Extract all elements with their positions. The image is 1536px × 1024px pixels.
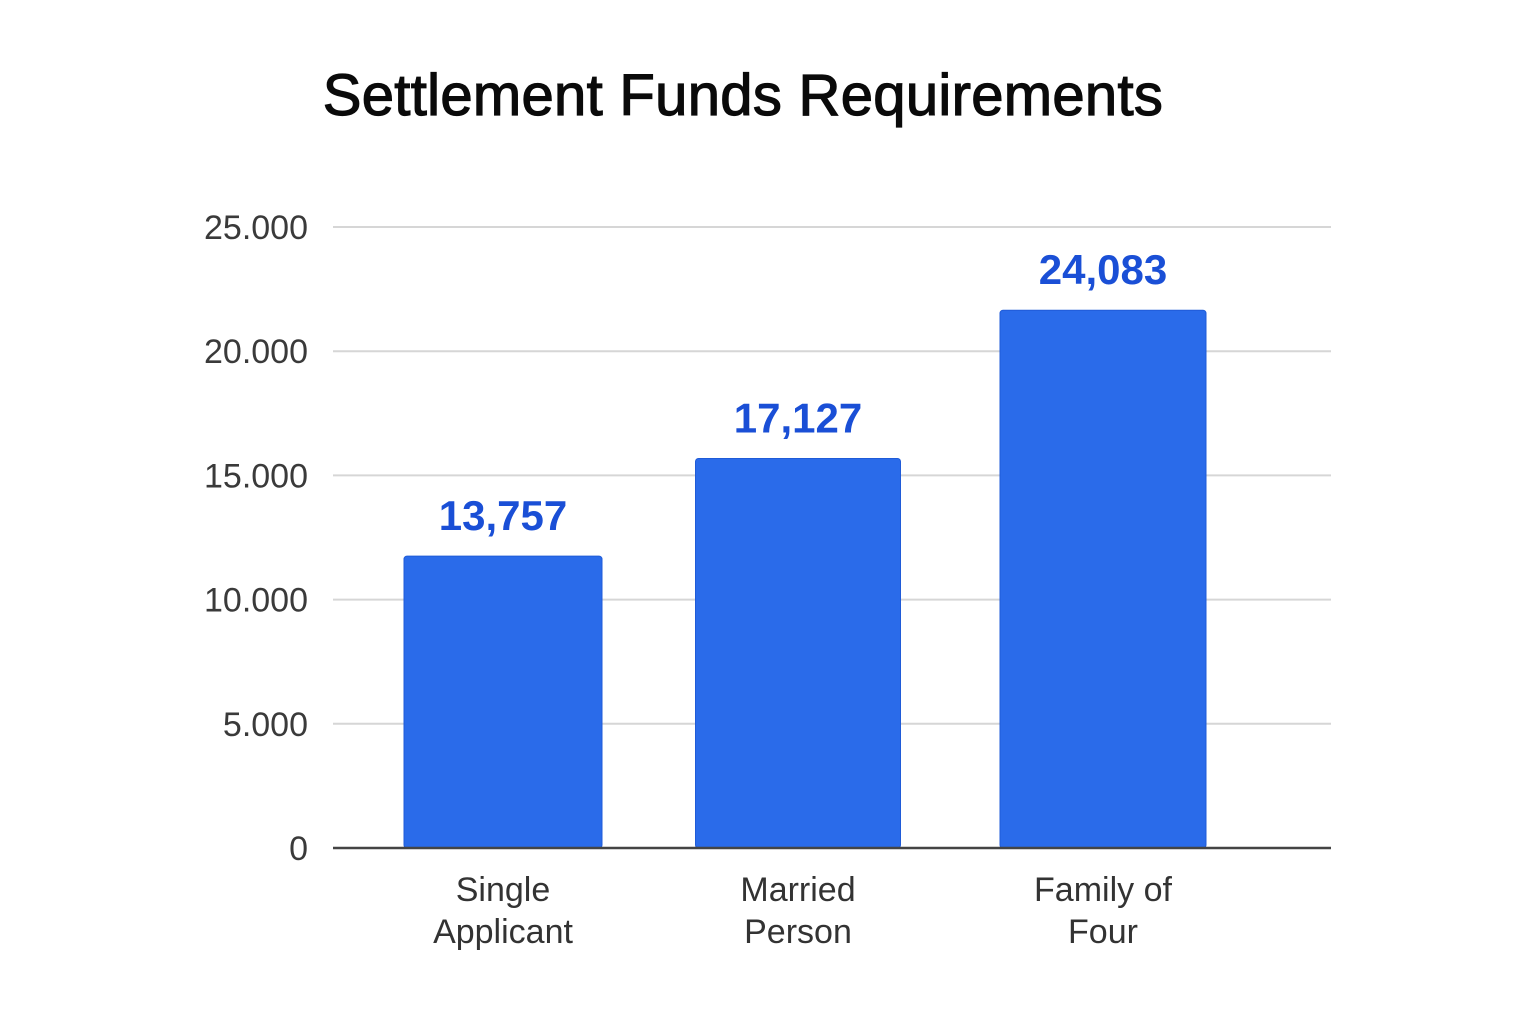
category-label: Family of [1034, 871, 1172, 909]
chart-title: Settlement Funds Requirements [322, 62, 1164, 128]
y-tick-label: 10.000 [204, 582, 308, 620]
data-label: 13,757 [439, 492, 567, 539]
category-label: Four [1068, 913, 1138, 951]
y-tick-label: 0 [289, 830, 308, 868]
x-axis-categories: Single Applicant Married Person Family of Fou… [433, 871, 1172, 951]
bars [403, 309, 1207, 849]
category-label: Applicant [433, 913, 573, 951]
bar [695, 458, 901, 849]
y-tick-label: 20.000 [204, 333, 308, 371]
category-label: Single [456, 871, 551, 909]
y-axis-ticks: 0 5.000 10.000 15.000 20.000 25.000 [204, 209, 308, 868]
bar [999, 309, 1207, 849]
data-label: 17,127 [734, 395, 862, 442]
category-label: Person [744, 913, 852, 951]
bar [403, 555, 603, 849]
y-tick-label: 15.000 [204, 457, 308, 495]
data-label: 24,083 [1039, 246, 1167, 293]
data-labels: 13,757 17,127 24,083 [439, 246, 1167, 539]
y-tick-label: 5.000 [223, 706, 308, 744]
category-label: Married [740, 871, 855, 909]
y-tick-label: 25.000 [204, 209, 308, 247]
